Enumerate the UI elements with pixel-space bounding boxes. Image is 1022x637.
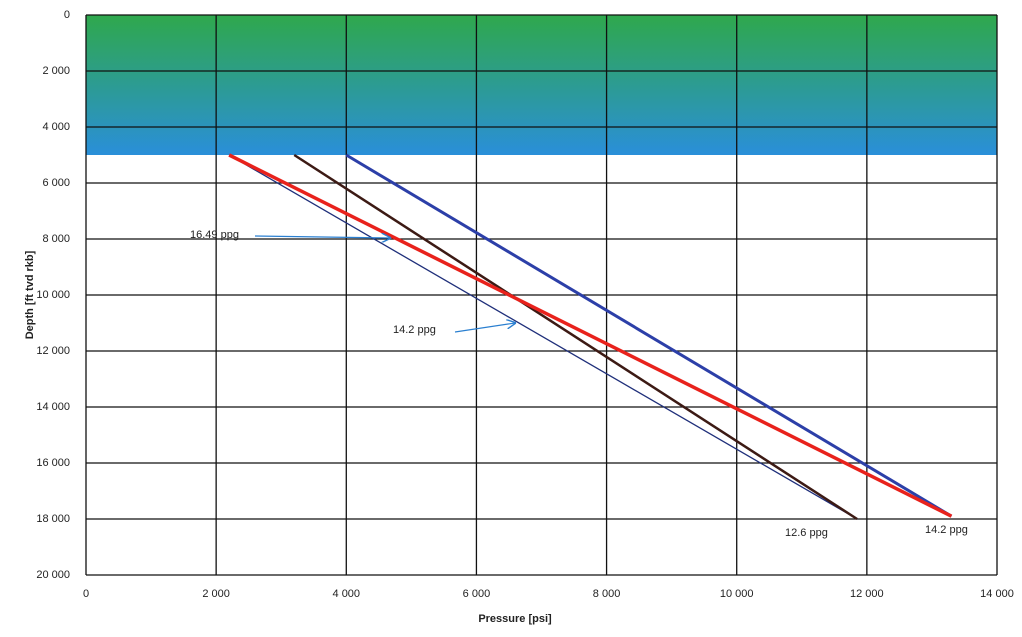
x-tick-label: 2 000 [202,588,230,600]
annotation: 14.2 ppg [925,524,968,536]
data-line [229,155,857,519]
shaded-range [86,15,997,155]
y-tick-label: 12 000 [36,345,70,357]
y-tick-label: 10 000 [36,289,70,301]
y-tick-label: 14 000 [36,401,70,413]
annotation: 14.2 ppg [393,324,436,336]
y-tick-label: 18 000 [36,513,70,525]
annotation: 16.49 ppg [190,229,239,241]
annotation-arrow [455,323,515,332]
y-axis-title: Depth [ft tvd rkb] [24,250,36,339]
data-line [294,155,857,519]
chart: Pressure [psi] Depth [ft tvd rkb] 0 2 000… [0,0,1022,632]
y-tick-label: 16 000 [36,457,70,469]
x-tick-label: 4 000 [333,588,361,600]
y-tick-label: 6 000 [42,177,70,189]
x-tick-label: 6 000 [463,588,491,600]
y-tick-label: 20 000 [36,569,70,581]
y-tick-label: 2 000 [42,65,70,77]
x-tick-label: 8 000 [593,588,621,600]
annotation: 12.6 ppg [785,527,828,539]
data-line [346,155,951,516]
x-tick-label: 10 000 [720,588,754,600]
x-tick-label: 14 000 [980,588,1014,600]
data-line [229,155,951,516]
x-tick-label: 0 [83,588,89,600]
y-tick-label: 0 [64,9,70,21]
y-tick-label: 4 000 [42,121,70,133]
x-axis-title: Pressure [psi] [478,613,552,625]
y-tick-label: 8 000 [42,233,70,245]
x-tick-label: 12 000 [850,588,884,600]
